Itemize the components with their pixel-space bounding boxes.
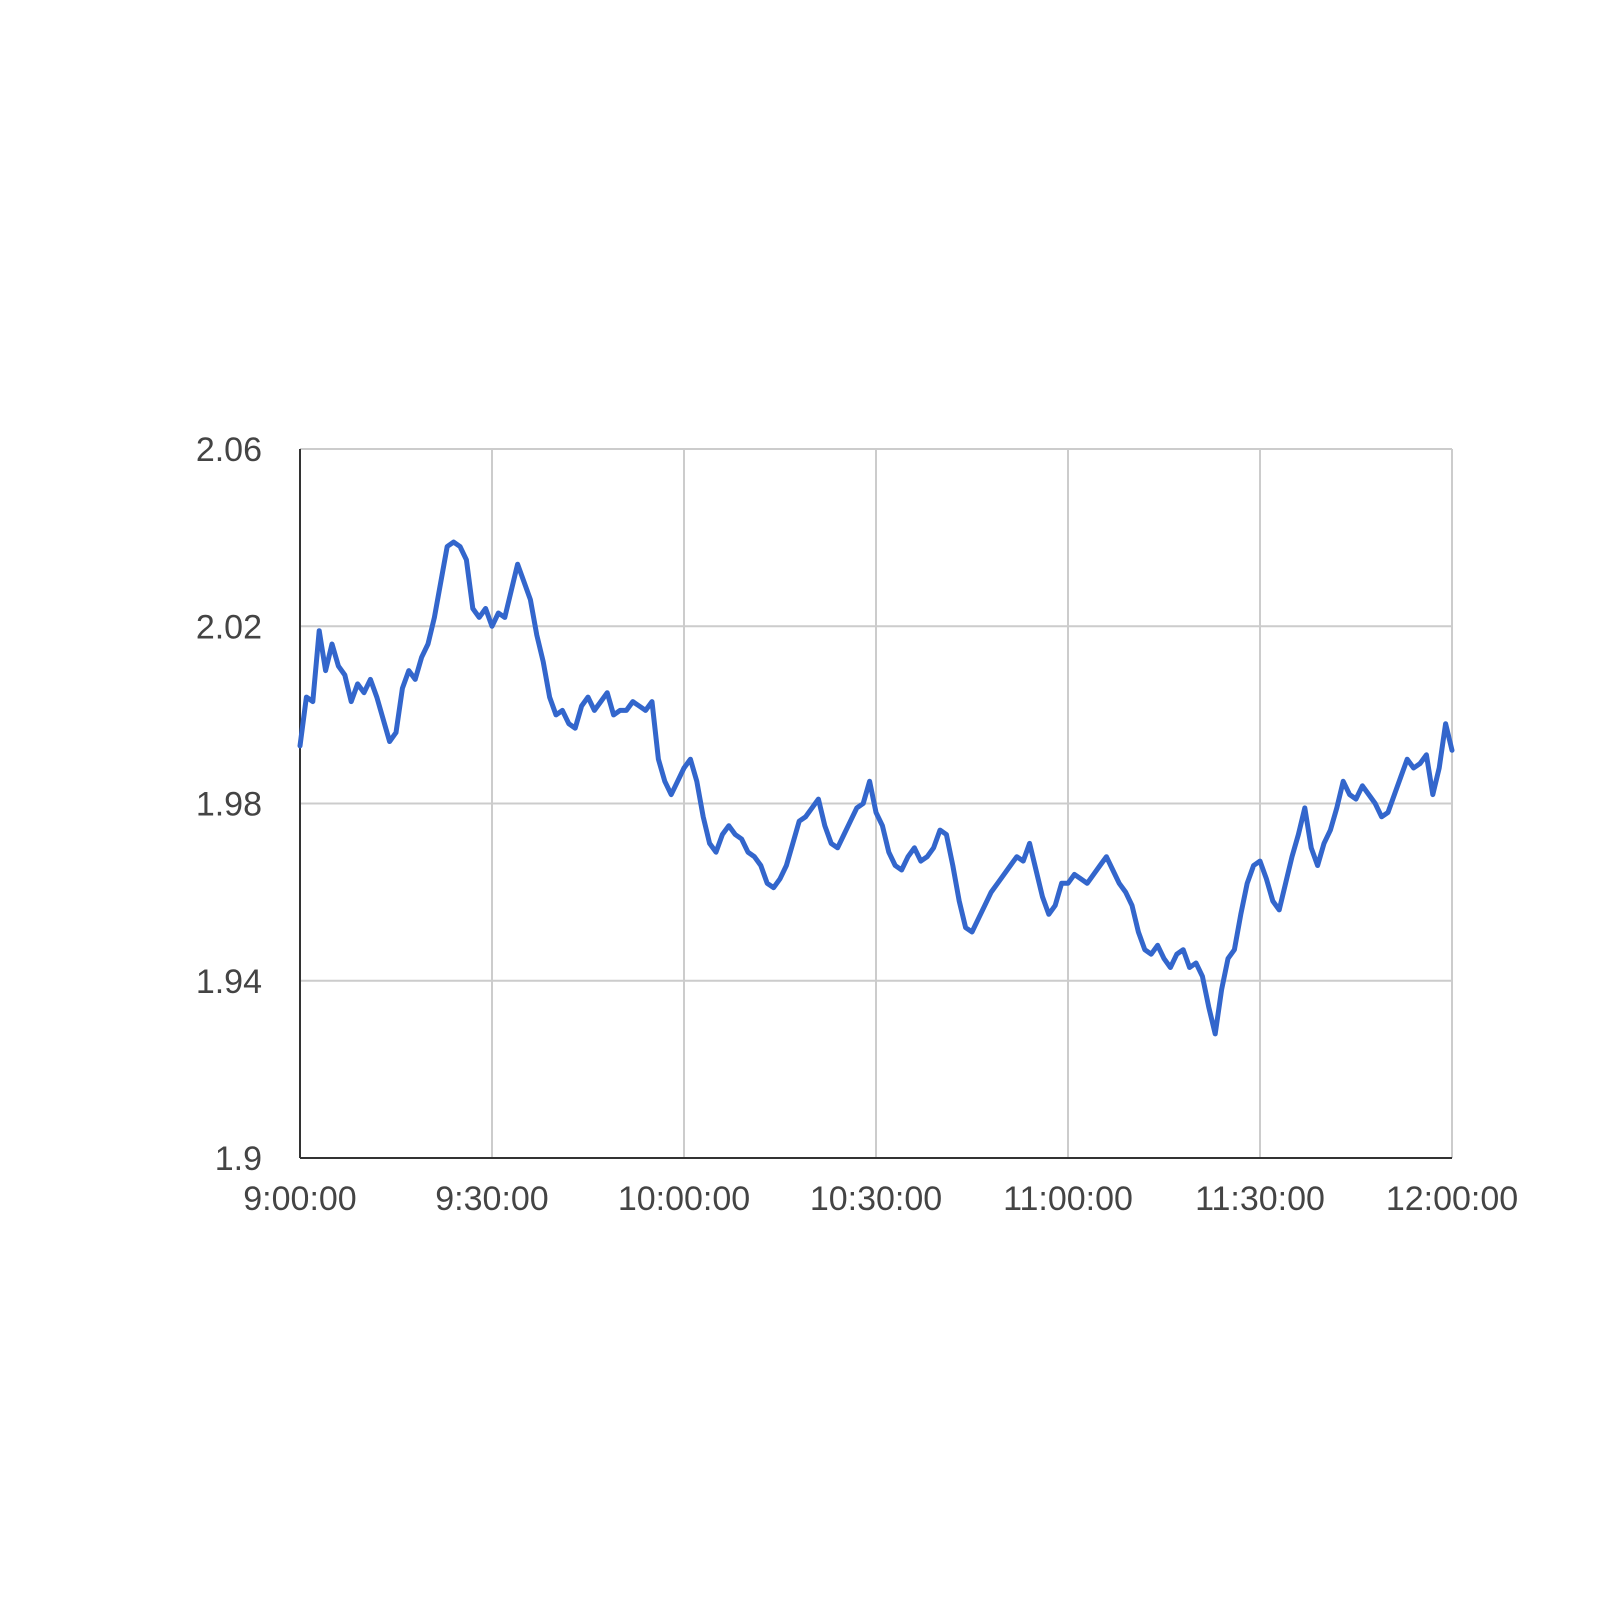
y-tick-label: 2.02 xyxy=(196,608,262,646)
x-tick-label: 11:30:00 xyxy=(1195,1180,1325,1218)
series-layer xyxy=(297,539,1455,1037)
y-tick-label: 2.06 xyxy=(196,431,262,469)
y-tick-label: 1.98 xyxy=(196,786,262,824)
x-tick-label: 11:00:00 xyxy=(1003,1180,1133,1218)
tick-labels: 1.9 1.94 1.98 2.02 2.06 9:00:00 9:30:00 10:00:0… xyxy=(196,431,1518,1218)
y-tick-label: 1.94 xyxy=(196,963,262,1001)
x-tick-label: 9:30:00 xyxy=(435,1180,548,1218)
x-tick-label: 9:00:00 xyxy=(243,1180,356,1218)
x-tick-label: 10:00:00 xyxy=(618,1180,750,1218)
x-tick-label: 12:00:00 xyxy=(1386,1180,1518,1218)
axes xyxy=(299,449,1452,1159)
series-line xyxy=(297,539,1455,1037)
y-tick-label: 1.9 xyxy=(215,1140,262,1178)
x-tick-label: 10:30:00 xyxy=(810,1180,942,1218)
